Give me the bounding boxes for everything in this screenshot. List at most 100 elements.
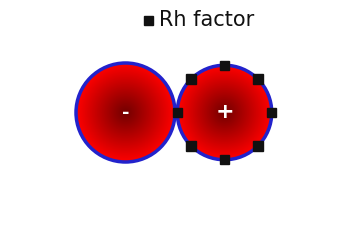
Circle shape: [110, 96, 142, 129]
Bar: [220, 61, 229, 70]
Circle shape: [217, 105, 232, 120]
Circle shape: [102, 89, 149, 136]
Circle shape: [120, 108, 131, 117]
Circle shape: [208, 96, 241, 129]
Circle shape: [201, 89, 248, 136]
Circle shape: [124, 110, 127, 115]
Circle shape: [104, 91, 147, 133]
Circle shape: [206, 94, 243, 130]
Circle shape: [111, 98, 140, 127]
Circle shape: [112, 99, 139, 126]
Circle shape: [198, 86, 251, 139]
Circle shape: [82, 69, 169, 156]
Circle shape: [200, 88, 249, 137]
Circle shape: [99, 86, 152, 139]
Circle shape: [220, 108, 229, 117]
Circle shape: [192, 80, 257, 145]
Circle shape: [189, 77, 260, 148]
Bar: [253, 74, 262, 84]
Circle shape: [93, 80, 158, 145]
Circle shape: [79, 66, 172, 159]
Circle shape: [214, 102, 235, 123]
Circle shape: [188, 76, 261, 149]
Circle shape: [213, 101, 236, 124]
Circle shape: [92, 79, 159, 146]
Circle shape: [122, 109, 129, 116]
Circle shape: [214, 101, 236, 124]
Circle shape: [95, 82, 156, 143]
Circle shape: [184, 72, 265, 153]
Circle shape: [198, 86, 251, 138]
Circle shape: [122, 109, 129, 116]
Circle shape: [191, 79, 258, 146]
Circle shape: [79, 66, 172, 159]
Circle shape: [203, 91, 246, 134]
Circle shape: [96, 83, 155, 142]
Circle shape: [212, 100, 237, 125]
Circle shape: [193, 81, 256, 144]
Circle shape: [197, 85, 252, 140]
Circle shape: [105, 92, 146, 133]
Circle shape: [83, 70, 168, 155]
Circle shape: [83, 70, 168, 155]
Circle shape: [188, 76, 261, 149]
Circle shape: [206, 94, 243, 131]
Circle shape: [221, 109, 228, 116]
Circle shape: [88, 74, 163, 151]
Circle shape: [117, 104, 134, 121]
Circle shape: [106, 93, 145, 132]
Text: +: +: [215, 103, 234, 122]
Circle shape: [96, 83, 155, 142]
Circle shape: [122, 110, 128, 115]
Circle shape: [80, 67, 171, 158]
Circle shape: [216, 104, 233, 122]
Circle shape: [208, 96, 241, 129]
Circle shape: [106, 93, 145, 132]
Circle shape: [90, 76, 161, 148]
Circle shape: [215, 103, 234, 122]
Circle shape: [202, 90, 247, 135]
Circle shape: [180, 68, 269, 157]
Circle shape: [86, 73, 165, 152]
Circle shape: [221, 109, 228, 116]
Circle shape: [104, 91, 147, 134]
Circle shape: [224, 112, 225, 113]
Circle shape: [85, 72, 166, 153]
Circle shape: [198, 86, 251, 139]
Circle shape: [222, 110, 227, 115]
Circle shape: [86, 73, 165, 152]
Circle shape: [182, 70, 267, 155]
Circle shape: [203, 91, 246, 134]
Circle shape: [119, 106, 132, 119]
Circle shape: [223, 110, 226, 115]
Circle shape: [200, 88, 249, 137]
Circle shape: [120, 107, 131, 118]
Circle shape: [220, 109, 229, 117]
Circle shape: [90, 77, 161, 148]
Circle shape: [219, 107, 230, 118]
Circle shape: [113, 100, 138, 125]
Circle shape: [188, 76, 261, 149]
Circle shape: [118, 105, 133, 120]
Circle shape: [92, 79, 159, 146]
Circle shape: [98, 85, 153, 140]
Circle shape: [207, 95, 242, 130]
Circle shape: [104, 91, 147, 134]
Circle shape: [214, 102, 235, 123]
Circle shape: [217, 105, 232, 120]
Circle shape: [220, 108, 229, 117]
Circle shape: [111, 99, 140, 126]
Circle shape: [205, 94, 243, 131]
Circle shape: [202, 90, 246, 135]
Circle shape: [85, 72, 166, 153]
Circle shape: [223, 111, 226, 114]
Circle shape: [120, 107, 131, 118]
Circle shape: [78, 65, 173, 160]
Circle shape: [196, 84, 253, 141]
Circle shape: [213, 101, 236, 124]
Circle shape: [88, 75, 163, 150]
Circle shape: [91, 78, 160, 147]
Circle shape: [81, 68, 170, 157]
Circle shape: [108, 95, 143, 130]
Circle shape: [88, 75, 163, 150]
